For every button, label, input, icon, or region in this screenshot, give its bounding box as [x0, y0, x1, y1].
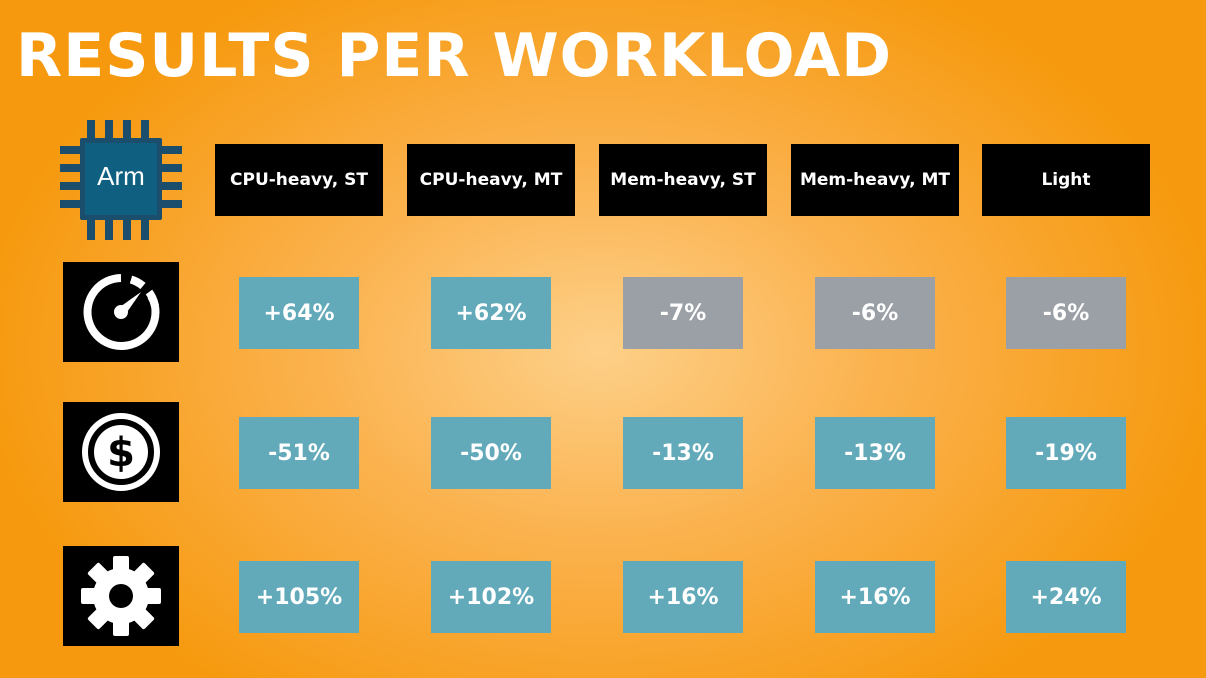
cell-perf-cpu-st: +64% — [239, 277, 359, 349]
cell-perf-light: -6% — [1006, 277, 1126, 349]
speedometer-icon — [83, 274, 160, 350]
dollar-icon-box: $ — [63, 402, 179, 502]
cell-eff-mem-mt: +16% — [815, 561, 935, 633]
header-cpu-heavy-st: CPU-heavy, ST — [215, 144, 383, 216]
cell-cost-cpu-mt: -50% — [431, 417, 551, 489]
gear-icon-box — [63, 546, 179, 646]
cell-perf-mem-mt: -6% — [815, 277, 935, 349]
cell-cost-mem-mt: -13% — [815, 417, 935, 489]
cell-perf-cpu-mt: +62% — [431, 277, 551, 349]
chip-label: Arm — [97, 161, 145, 191]
cell-cost-cpu-st: -51% — [239, 417, 359, 489]
cell-eff-mem-st: +16% — [623, 561, 743, 633]
arm-chip-icon: Arm — [60, 120, 182, 240]
cell-cost-light: -19% — [1006, 417, 1126, 489]
cell-eff-cpu-st: +105% — [239, 561, 359, 633]
header-mem-heavy-st: Mem-heavy, ST — [599, 144, 767, 216]
gear-icon — [81, 556, 161, 636]
speedometer-icon-box — [63, 262, 179, 362]
header-cpu-heavy-mt: CPU-heavy, MT — [407, 144, 575, 216]
cell-cost-mem-st: -13% — [623, 417, 743, 489]
page-title: RESULTS PER WORKLOAD — [16, 21, 893, 91]
dollar-icon: $ — [82, 413, 160, 491]
cell-perf-mem-st: -7% — [623, 277, 743, 349]
svg-text:$: $ — [107, 430, 135, 476]
cell-eff-cpu-mt: +102% — [431, 561, 551, 633]
header-mem-heavy-mt: Mem-heavy, MT — [791, 144, 959, 216]
header-light: Light — [982, 144, 1150, 216]
cell-eff-light: +24% — [1006, 561, 1126, 633]
